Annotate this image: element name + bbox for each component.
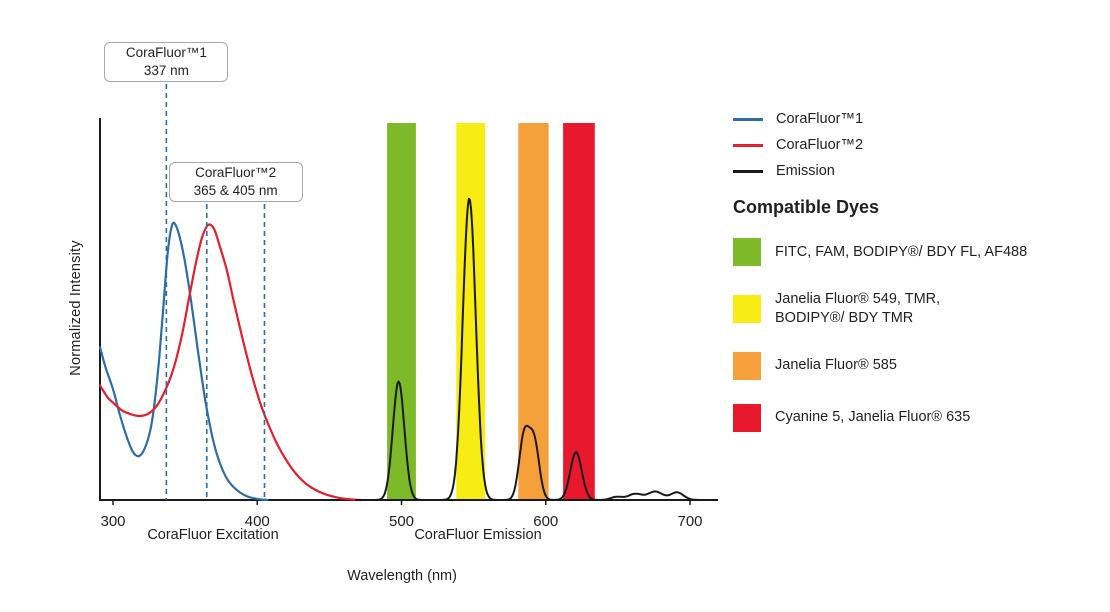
legend-series-label: CoraFluor™1 [776,111,864,127]
dye-item-3: Cyanine 5, Janelia Fluor® 635 [733,403,1105,432]
legend-dyes-list: FITC, FAM, BODIPY®/ BDY FL, AF488 Janelia… [733,238,1105,432]
callout-title: CoraFluor™1 [125,45,207,61]
x-tick-label: 400 [245,513,270,530]
callout-title: CoraFluor™2 [195,165,277,181]
dye-item-2: Janelia Fluor® 585 [733,351,1105,380]
dye-item-1: Janelia Fluor® 549, TMR, BODIPY®/ BDY TM… [733,290,1105,328]
dye-item-0: FITC, FAM, BODIPY®/ BDY FL, AF488 [733,238,1105,266]
callout-subtitle: 365 & 405 nm [193,183,278,198]
legend-series-item-2: Emission [733,158,1105,184]
legend-series-item-0: CoraFluor™1 [733,106,1105,132]
emission-section-label: CoraFluor Emission [414,527,542,543]
callout-corafluor2: CoraFluor™2 365 & 405 nm [168,162,303,202]
x-tick-label: 600 [533,513,558,530]
excitation-curve-1 [98,223,363,502]
compatible-dyes-heading: Compatible Dyes [733,197,880,217]
x-tick-label: 500 [389,513,414,530]
dye-label: FITC, FAM, BODIPY®/ BDY FL, AF488 [775,243,1028,260]
dye-label: Janelia Fluor® 549, TMR, BODIPY®/ BDY TM… [775,291,941,326]
callout-corafluor1: CoraFluor™1 337 nm [104,42,229,82]
filter-band-2 [518,123,549,500]
dye-color-swatch [733,294,761,323]
legend-line-swatch [733,117,763,121]
spectra-plot: 300 400 500 600 700 [98,84,718,530]
legend-series-label: Emission [776,163,835,179]
y-axis-label: Normalized Intensity [68,240,84,376]
dye-label: Janelia Fluor® 585 [775,357,897,374]
filter-band-3 [563,123,595,500]
legend: CoraFluor™1 CoraFluor™2 Emission Compatibl… [733,106,1105,432]
callout-subtitle: 337 nm [143,63,189,78]
axes [99,118,718,501]
legend-series-label: CoraFluor™2 [776,137,864,153]
legend-line-swatch [733,169,763,173]
emission-curve [355,197,704,501]
legend-series-item-1: CoraFluor™2 [733,132,1105,158]
legend-line-swatch [733,143,763,147]
x-tick-label: 300 [100,513,125,530]
dye-color-swatch [733,403,761,432]
excitation-section-label: CoraFluor Excitation [147,527,279,543]
dye-color-swatch [733,238,761,266]
legend-series-list: CoraFluor™1 CoraFluor™2 Emission [733,106,1105,184]
excitation-curve-0 [98,221,269,502]
dye-color-swatch [733,351,761,380]
dye-label: Cyanine 5, Janelia Fluor® 635 [775,409,971,426]
x-axis-label: Wavelength (nm) [347,568,457,584]
chart-area: 300 400 500 600 700 Normalized Intensity Wav… [68,42,718,584]
x-tick-label: 700 [677,513,702,530]
